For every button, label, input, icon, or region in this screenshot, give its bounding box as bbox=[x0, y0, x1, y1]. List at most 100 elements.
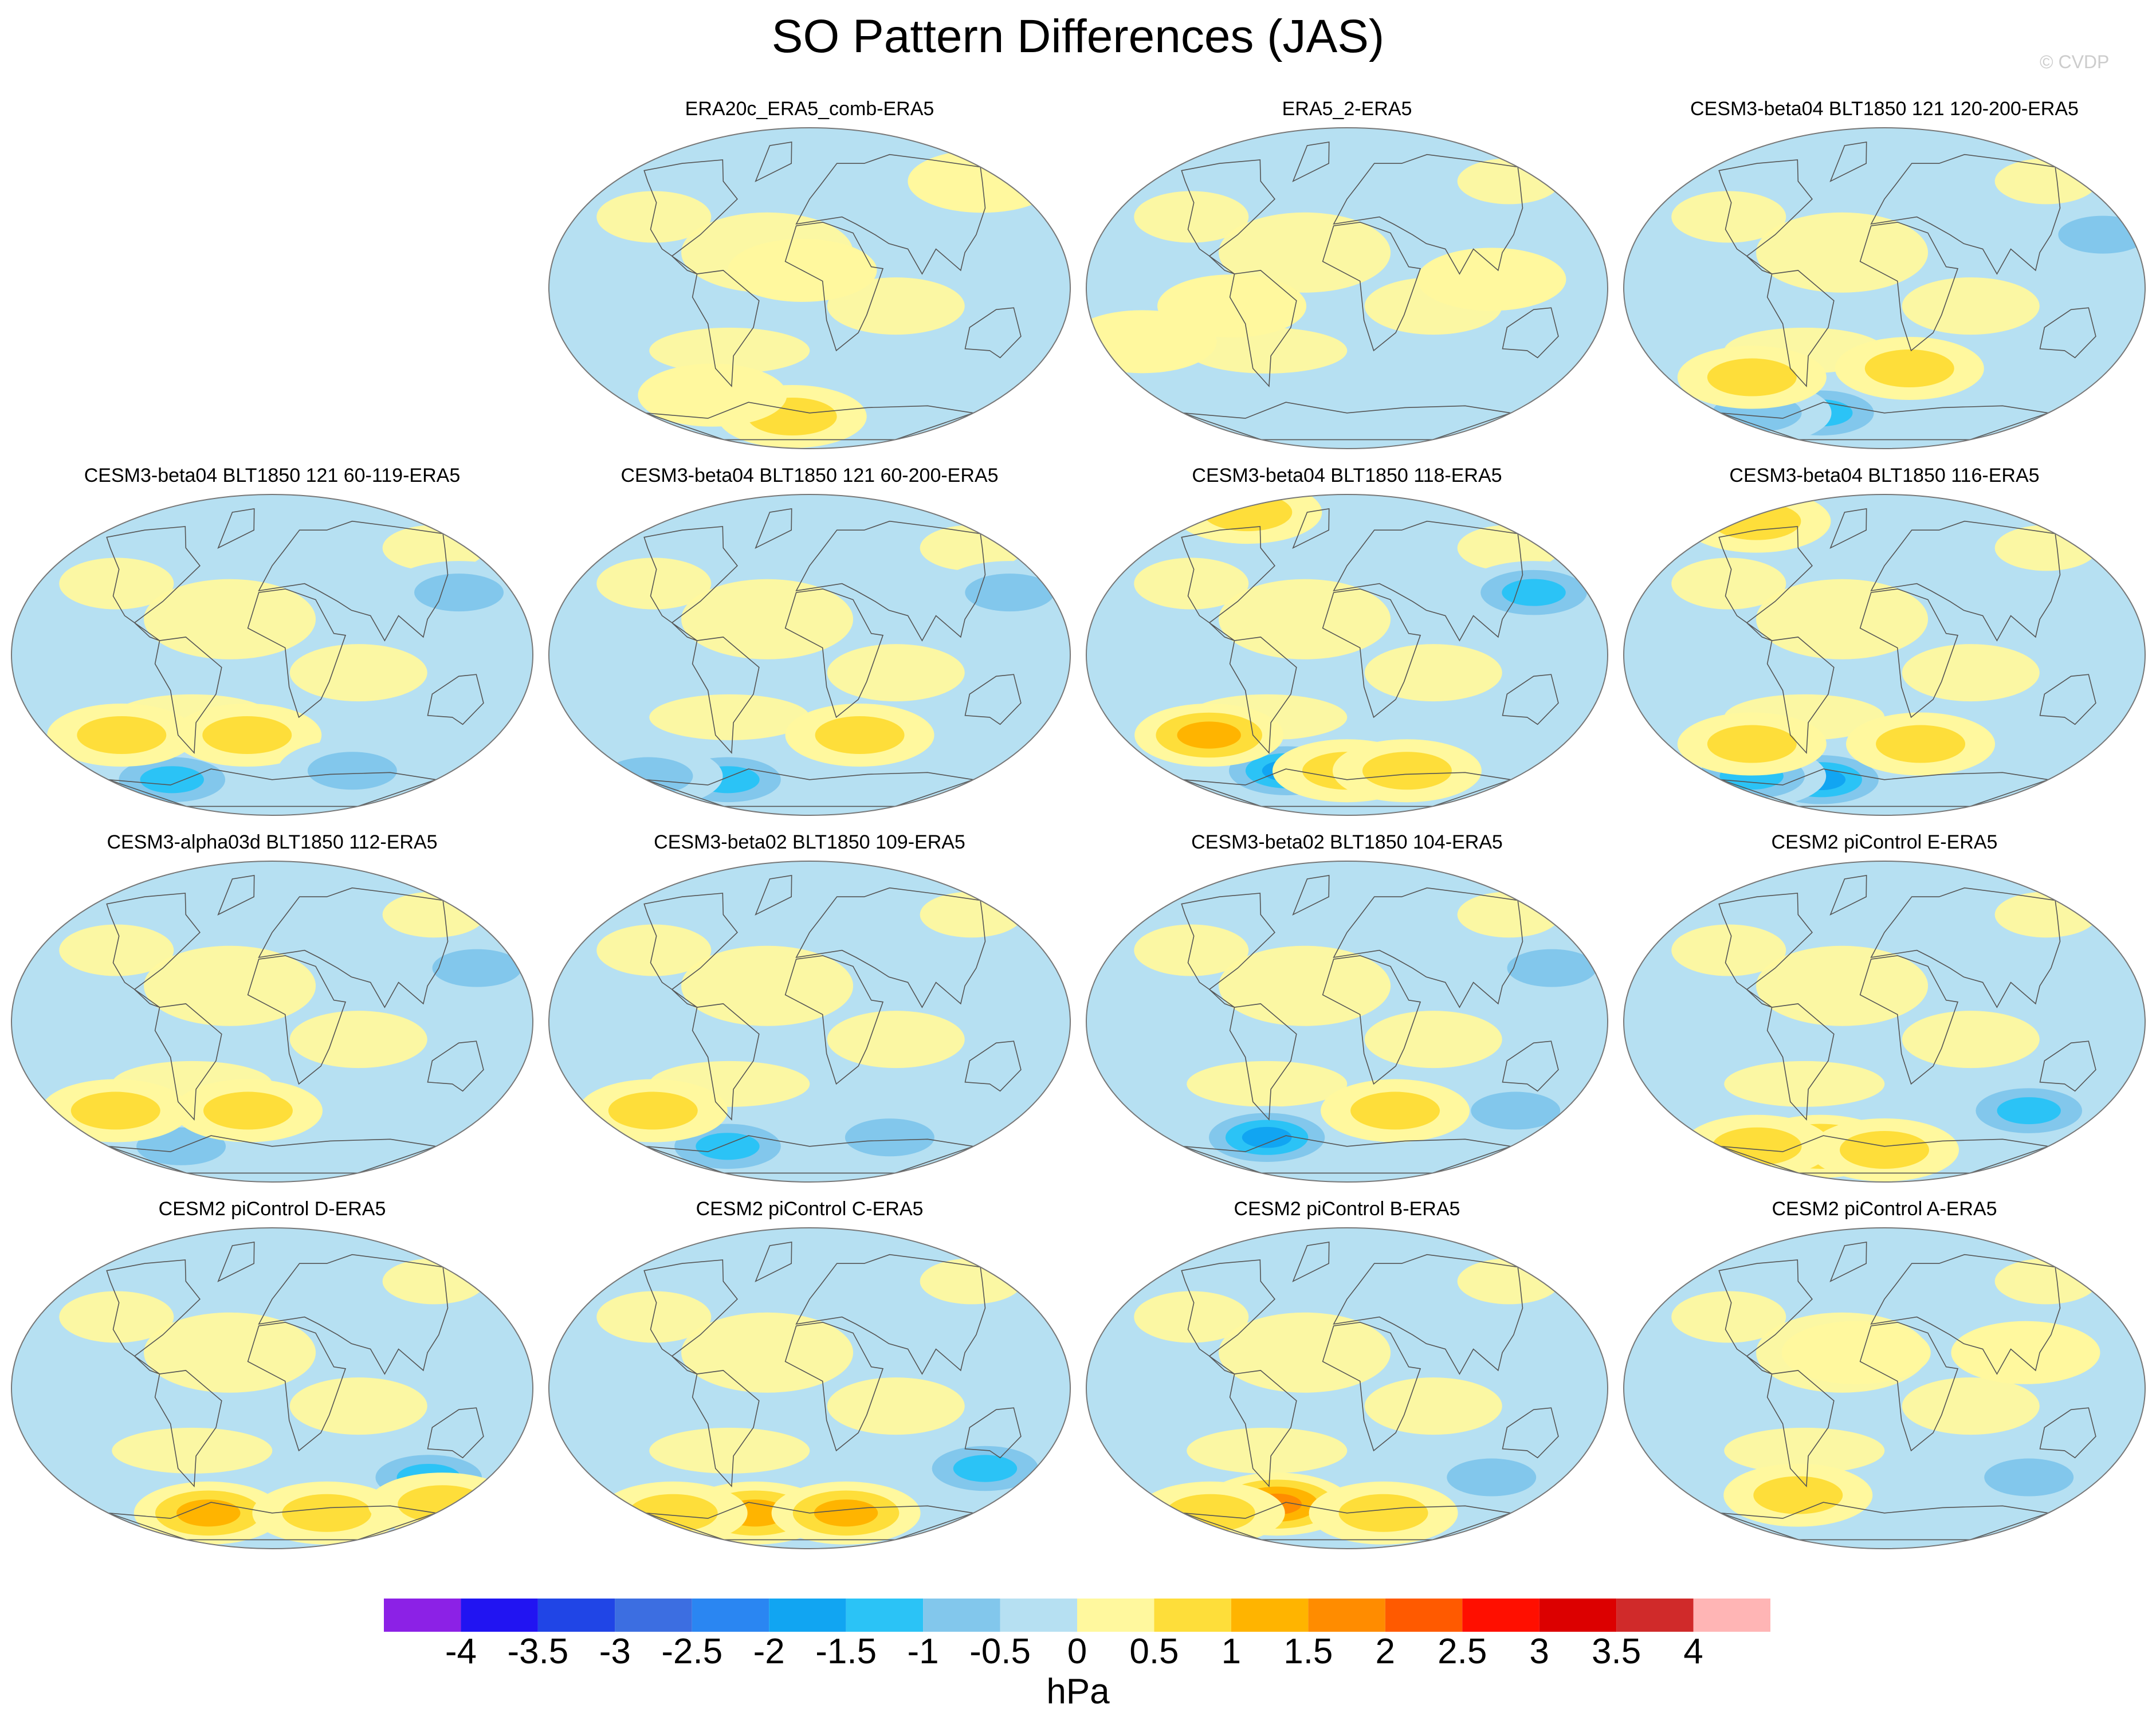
map-border bbox=[1086, 1227, 1608, 1549]
weak-positive-region bbox=[681, 579, 854, 659]
panel-title: CESM3-beta04 BLT1850 121 60-119-ERA5 bbox=[84, 465, 461, 486]
panel-title: CESM3-beta04 BLT1850 116-ERA5 bbox=[1729, 465, 2040, 486]
map-panel: ERA20c_ERA5_comb-ERA5 bbox=[543, 97, 1076, 464]
map-border bbox=[1086, 861, 1608, 1183]
anomaly-contour bbox=[1864, 349, 1954, 387]
coastline bbox=[108, 1135, 437, 1174]
coastline bbox=[1229, 637, 1297, 755]
weak-positive-region bbox=[1902, 277, 2040, 335]
coastline bbox=[1183, 768, 1511, 807]
colorbar-tick-label: 2 bbox=[1375, 1632, 1396, 1671]
coastline bbox=[1229, 1003, 1297, 1121]
panel-map bbox=[1623, 494, 2146, 816]
coastline bbox=[1181, 526, 1275, 641]
coastline bbox=[645, 1135, 974, 1174]
colorbar-tick-label: -2 bbox=[753, 1632, 785, 1671]
coastline bbox=[217, 508, 255, 549]
colorbar-swatch bbox=[1000, 1599, 1077, 1632]
coastline bbox=[795, 520, 986, 642]
coastline bbox=[1718, 1259, 1813, 1375]
panel-map bbox=[548, 1227, 1071, 1549]
weak-positive-region bbox=[1187, 1061, 1348, 1107]
map-border bbox=[1086, 494, 1608, 816]
coastline bbox=[755, 874, 792, 916]
colorbar-swatch bbox=[1693, 1599, 1770, 1632]
panel-map bbox=[548, 127, 1071, 449]
anomaly-contour bbox=[77, 716, 167, 754]
coastline bbox=[1720, 402, 2049, 441]
coastline bbox=[1766, 1003, 1835, 1121]
coastline bbox=[692, 637, 760, 755]
weak-positive-region bbox=[1134, 1291, 1249, 1343]
coastline bbox=[784, 1322, 884, 1452]
anomaly-contour bbox=[1290, 381, 1440, 445]
coastline bbox=[1718, 893, 1813, 1008]
coastline bbox=[1766, 1370, 1835, 1488]
anomaly-contour bbox=[1203, 494, 1293, 532]
panel-title: ERA5_2-ERA5 bbox=[1282, 98, 1412, 120]
map-panel: CESM2 piControl C-ERA5 bbox=[543, 1197, 1076, 1564]
map-panel: CESM2 piControl D-ERA5 bbox=[6, 1197, 539, 1564]
coastline bbox=[755, 508, 792, 549]
colorbar-swatch bbox=[537, 1599, 615, 1632]
panel-title: CESM3-beta04 BLT1850 121 120-200-ERA5 bbox=[1690, 98, 2079, 120]
coastline bbox=[755, 141, 792, 182]
weak-positive-region bbox=[596, 924, 712, 976]
anomaly-contour bbox=[1707, 725, 1797, 763]
coastline bbox=[1718, 526, 1813, 641]
anomaly-contour bbox=[1350, 1091, 1440, 1130]
coastline bbox=[2039, 674, 2096, 725]
coastline bbox=[964, 307, 1022, 359]
weak-positive-region bbox=[1187, 1427, 1348, 1474]
colorbar-tick-label: -0.5 bbox=[969, 1632, 1031, 1671]
weak-positive-region bbox=[144, 1312, 316, 1393]
panel-title: ERA20c_ERA5_comb-ERA5 bbox=[685, 98, 934, 120]
colorbar-swatch bbox=[692, 1599, 769, 1632]
weak-positive-region bbox=[1364, 644, 1502, 702]
coastline bbox=[1766, 637, 1835, 755]
anomaly-contour bbox=[136, 1127, 226, 1165]
coastline bbox=[1720, 768, 2049, 807]
coastline bbox=[217, 874, 255, 916]
colorbar-swatch bbox=[615, 1599, 692, 1632]
anomaly-contour bbox=[1876, 725, 1966, 763]
coastline bbox=[1322, 1322, 1421, 1452]
weak-positive-region bbox=[1902, 1011, 2040, 1069]
map-border bbox=[11, 861, 533, 1183]
coastline bbox=[2039, 307, 2096, 359]
weak-positive-region bbox=[649, 327, 810, 374]
coastline bbox=[106, 1259, 201, 1375]
weak-positive-region bbox=[1134, 557, 1249, 610]
coastline bbox=[258, 887, 449, 1008]
coastline bbox=[1870, 520, 2061, 642]
colorbar-tick-label: -2.5 bbox=[661, 1632, 723, 1671]
weak-positive-region bbox=[1994, 158, 2098, 205]
map-border bbox=[1086, 127, 1608, 449]
weak-positive-region bbox=[1219, 579, 1391, 659]
weak-positive-region bbox=[827, 1011, 965, 1069]
coastline bbox=[247, 955, 347, 1085]
anomaly-contour bbox=[70, 1091, 160, 1130]
map-panel: CESM2 piControl A-ERA5 bbox=[1618, 1197, 2151, 1564]
coastline bbox=[1766, 270, 1835, 388]
weak-positive-region bbox=[144, 945, 316, 1026]
colorbar-tick-label: 2.5 bbox=[1438, 1632, 1487, 1671]
colorbar-tick-label: -3 bbox=[599, 1632, 631, 1671]
anomaly-contour bbox=[608, 1091, 698, 1130]
coastline bbox=[247, 588, 347, 718]
coastline bbox=[1720, 1502, 2049, 1541]
weak-positive-region bbox=[1187, 327, 1348, 374]
anomaly-contour bbox=[638, 363, 787, 427]
weak-positive-region bbox=[1364, 1011, 1502, 1069]
panel-map bbox=[1623, 1227, 2146, 1549]
weak-positive-region bbox=[1756, 579, 1929, 659]
colorbar-tick-label: -1 bbox=[907, 1632, 939, 1671]
coastline bbox=[1859, 588, 1959, 718]
panel-title: CESM3-beta02 BLT1850 104-ERA5 bbox=[1191, 831, 1503, 853]
coastline bbox=[154, 1003, 222, 1121]
weak-positive-region bbox=[1457, 158, 1561, 205]
weak-positive-region bbox=[827, 644, 965, 702]
colorbar-swatch bbox=[1231, 1599, 1309, 1632]
coastline bbox=[1720, 1135, 2049, 1174]
map-panel: CESM3-beta04 BLT1850 121 60-119-ERA5 bbox=[6, 464, 539, 831]
